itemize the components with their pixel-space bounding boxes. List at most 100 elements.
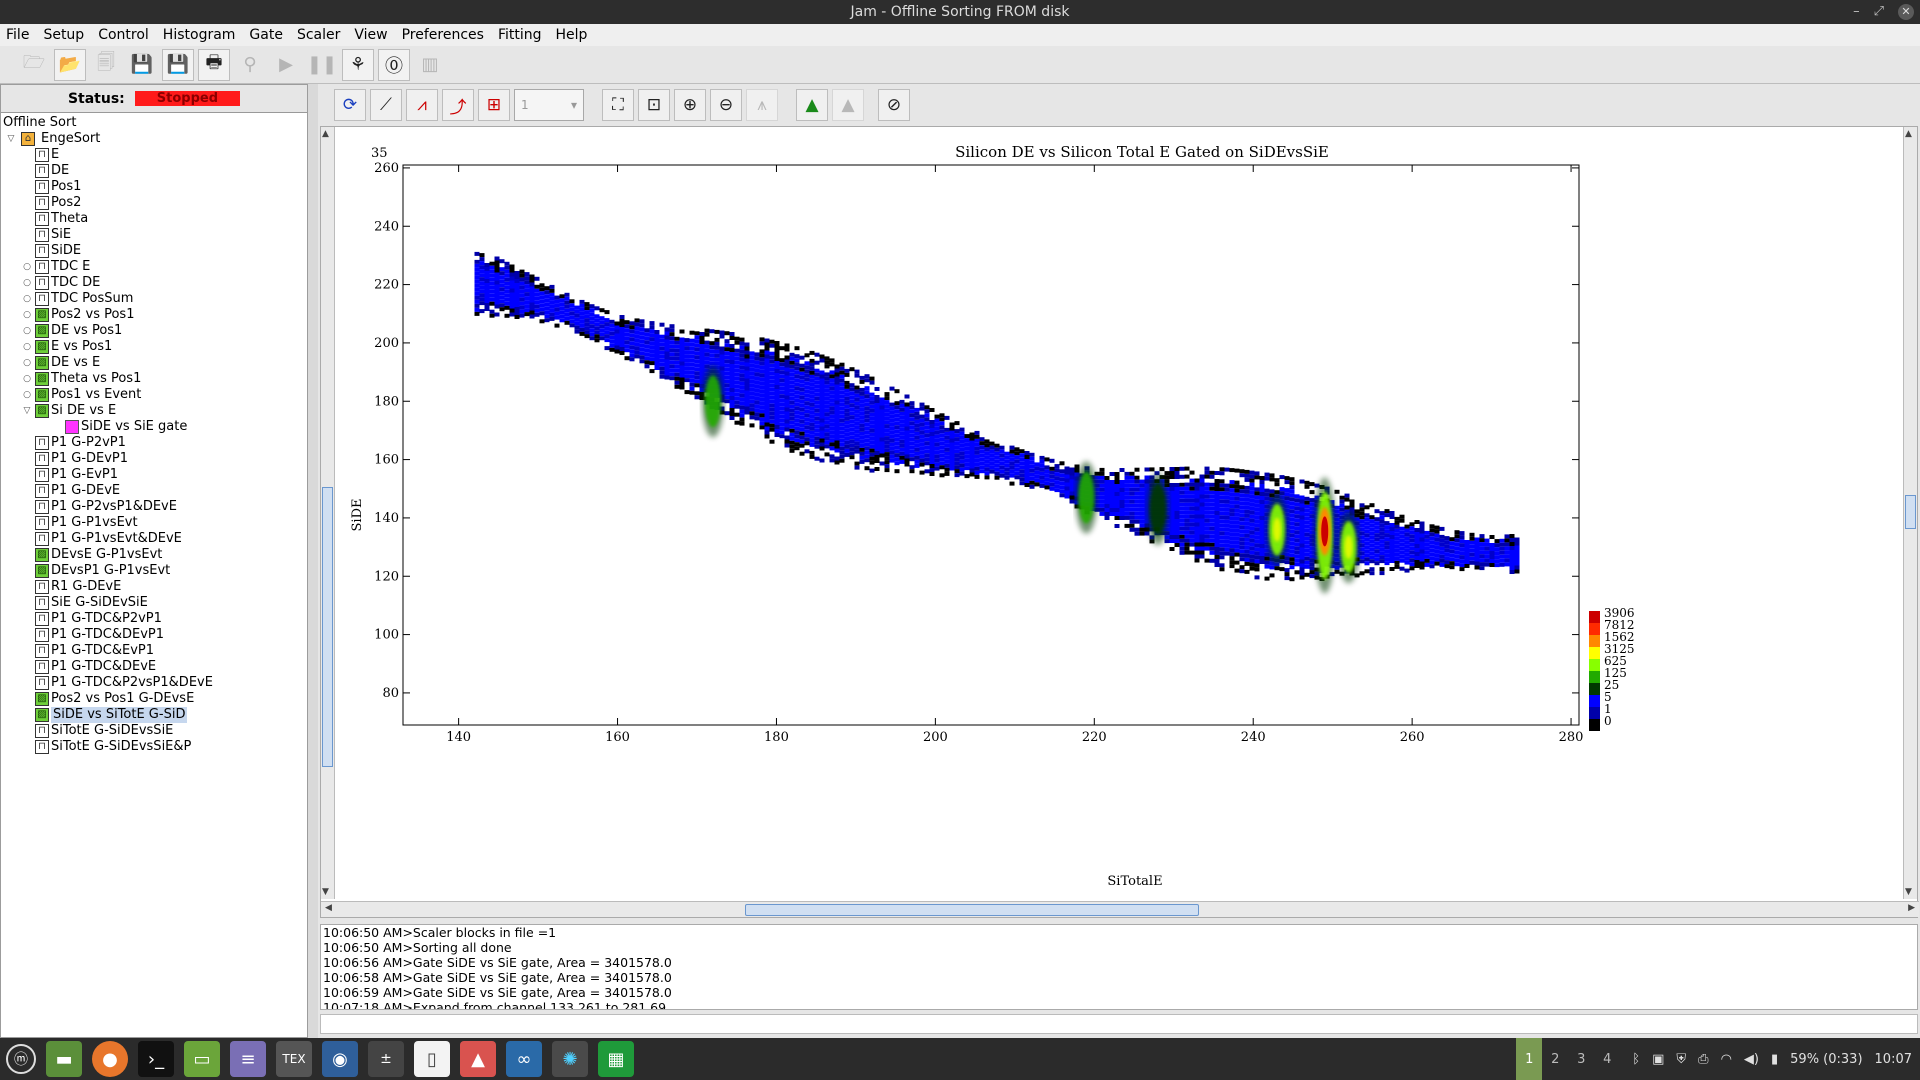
wifi-icon[interactable]: ◠ xyxy=(1720,1051,1732,1067)
tree-item[interactable]: ⊓ P1 G-TDC&P2vP1 xyxy=(1,611,307,627)
linear-log-icon[interactable]: ⟋ xyxy=(370,89,402,121)
horizontal-scroll-thumb[interactable] xyxy=(745,904,1199,916)
overlay-select[interactable]: 1 ▾ xyxy=(514,89,584,121)
cancel-icon[interactable]: ⊘ xyxy=(878,89,910,121)
expand-icon[interactable]: ○ xyxy=(23,390,31,400)
tree-item[interactable]: ⊓ SiE G-SiDEvSiE xyxy=(1,595,307,611)
menu-setup[interactable]: Setup xyxy=(43,27,85,43)
terminal-icon[interactable]: ›_ xyxy=(138,1041,174,1077)
document-icon[interactable]: ▯ xyxy=(414,1041,450,1077)
menu-scaler[interactable]: Scaler xyxy=(296,27,341,43)
tree-item[interactable]: ⊓ Pos1 xyxy=(1,179,307,195)
zoom-fit-icon[interactable]: ⛶ xyxy=(602,89,634,121)
tree-item[interactable]: ⊓ P1 G-TDC&P2vsP1&DEvE xyxy=(1,675,307,691)
area-icon[interactable]: ▲ xyxy=(832,89,864,121)
tree-item[interactable]: ⊓ P1 G-TDC&DEvP1 xyxy=(1,627,307,643)
folder-icon[interactable]: ▭ xyxy=(184,1041,220,1077)
save-as-icon[interactable]: 💾 xyxy=(162,48,194,81)
firefox-icon[interactable]: ● xyxy=(92,1041,128,1077)
expand-icon[interactable]: ○ xyxy=(23,310,31,320)
print-icon[interactable]: 🖶 xyxy=(198,48,230,81)
menu-view[interactable]: View xyxy=(354,27,388,43)
tree-item[interactable]: ○ ▨ Theta vs Pos1 xyxy=(1,371,307,387)
tree-item[interactable]: ⊓ Pos2 xyxy=(1,195,307,211)
tree-item[interactable]: ○ ▨ DE vs E xyxy=(1,355,307,371)
open-file-icon[interactable]: 🗁 xyxy=(22,51,46,73)
shield-icon[interactable]: ⛨ xyxy=(1676,1051,1687,1067)
tree-item[interactable]: ⊓ P1 G-P1vsEvt&DEvE xyxy=(1,531,307,547)
jam-atom-icon[interactable]: ✺ xyxy=(552,1041,588,1077)
tree-item[interactable]: ▨ DEvsE G-P1vsEvt xyxy=(1,547,307,563)
mint-menu-icon[interactable]: ⓜ xyxy=(6,1044,36,1074)
gaussian-icon[interactable]: ▲ xyxy=(796,89,828,121)
refresh-icon[interactable]: ⟳ xyxy=(334,89,366,121)
maximize-button[interactable]: ⤢ xyxy=(1873,4,1884,19)
workspace-3[interactable]: 3 xyxy=(1577,1051,1586,1067)
tree-item[interactable]: ○ ⊓ TDC DE xyxy=(1,275,307,291)
workspace-2[interactable]: 2 xyxy=(1551,1051,1560,1067)
calculator-icon[interactable]: ± xyxy=(368,1041,404,1077)
reload-icon[interactable]: 🗐 xyxy=(97,51,115,73)
battery-status[interactable]: 59% (0:33) xyxy=(1790,1051,1863,1067)
workspace-4[interactable]: 4 xyxy=(1603,1051,1612,1067)
camera-icon[interactable]: ◉ xyxy=(322,1041,358,1077)
tree-item[interactable]: ○ ▨ E vs Pos1 xyxy=(1,339,307,355)
expand-icon[interactable]: ○ xyxy=(23,262,31,272)
right-scrollbar[interactable]: ▲ ▼ xyxy=(1903,127,1917,899)
workspace-1[interactable]: 1 xyxy=(1516,1038,1543,1080)
peak-find-icon[interactable]: ⩚ xyxy=(746,89,778,121)
spreadsheet-icon[interactable]: ▦ xyxy=(598,1041,634,1077)
auto-scale-icon[interactable]: ⩘ xyxy=(406,89,438,121)
tree-item[interactable]: ▨ Pos2 vs Pos1 G-DEvsE xyxy=(1,691,307,707)
menu-file[interactable]: File xyxy=(6,27,30,43)
tree-item[interactable]: ○ ⊓ TDC E xyxy=(1,259,307,275)
binoculars-icon[interactable]: ∞ xyxy=(506,1041,542,1077)
tree-item[interactable]: ⊓ E xyxy=(1,147,307,163)
plot-area[interactable]: ▲ ▼ ▲ ▼ 35 Silicon DE vs Silicon Total E… xyxy=(320,126,1919,918)
sort-icon[interactable]: ⚘ xyxy=(342,48,374,81)
command-input[interactable] xyxy=(320,1014,1918,1034)
menu-fitting[interactable]: Fitting xyxy=(497,27,542,43)
tree-item[interactable]: ⊓ Theta xyxy=(1,211,307,227)
tree-item[interactable]: ⊓ P1 G-DEvP1 xyxy=(1,451,307,467)
collapse-icon[interactable]: ▽ xyxy=(7,134,15,144)
clipboard-icon[interactable]: ▣ xyxy=(1652,1051,1665,1067)
menu-histogram[interactable]: Histogram xyxy=(162,27,236,43)
open-selected-icon[interactable]: 📂 xyxy=(54,48,86,81)
parameters-icon[interactable]: ▥ xyxy=(421,54,439,75)
tree-item[interactable]: ⊓ SiDE xyxy=(1,243,307,259)
expand-icon[interactable]: ○ xyxy=(23,294,31,304)
start-icon[interactable]: ▶ xyxy=(279,54,293,75)
volume-icon[interactable]: ◀) xyxy=(1743,1051,1759,1067)
overlay-icon[interactable]: ⤴ xyxy=(442,89,474,121)
tree-item[interactable]: ⊓ R1 G-DEvE xyxy=(1,579,307,595)
tree-item[interactable]: ○ ▨ Pos2 vs Pos1 xyxy=(1,307,307,323)
menu-help[interactable]: Help xyxy=(555,27,588,43)
expand-icon[interactable]: ○ xyxy=(23,278,31,288)
expand-icon[interactable]: ○ xyxy=(23,342,31,352)
left-scrollbar[interactable]: ▲ ▼ xyxy=(321,127,335,899)
tree-item[interactable]: ⊓ DE xyxy=(1,163,307,179)
tree-item[interactable]: ⊓ P1 G-TDC&DEvE xyxy=(1,659,307,675)
save-icon[interactable]: 💾 xyxy=(130,54,154,75)
tree-item[interactable]: SiDE vs SiE gate xyxy=(1,419,307,435)
battery-icon[interactable]: ▮ xyxy=(1771,1051,1779,1067)
tree-item[interactable]: ○ ▨ DE vs Pos1 xyxy=(1,323,307,339)
tree-item[interactable]: ▽ ▨ Si DE vs E xyxy=(1,403,307,419)
tree-item[interactable]: ⊓ P1 G-P2vsP1&DEvE xyxy=(1,499,307,515)
menu-control[interactable]: Control xyxy=(98,27,149,43)
collapse-icon[interactable]: ▽ xyxy=(23,406,31,416)
text-editor-icon[interactable]: ≡ xyxy=(230,1041,266,1077)
expand-icon[interactable]: ○ xyxy=(23,374,31,384)
tree-item[interactable]: ⊓ SiE xyxy=(1,227,307,243)
tree-item[interactable]: ○ ⊓ TDC PosSum xyxy=(1,291,307,307)
tree-item[interactable]: ▨ SiDE vs SiTotE G-SiD xyxy=(1,707,307,723)
expand-icon[interactable]: ○ xyxy=(23,358,31,368)
menu-preferences[interactable]: Preferences xyxy=(401,27,484,43)
files-icon[interactable]: ▬ xyxy=(46,1041,82,1077)
tree-item[interactable]: ⊓ P1 G-TDC&EvP1 xyxy=(1,643,307,659)
tree-group[interactable]: ▽ ⌂ EngeSort xyxy=(1,131,307,147)
close-button[interactable]: ✕ xyxy=(1898,4,1914,20)
project-icon[interactable]: ⊞ xyxy=(478,89,510,121)
histogram-2d-chart[interactable]: 35 Silicon DE vs Silicon Total E Gated o… xyxy=(337,127,1903,897)
